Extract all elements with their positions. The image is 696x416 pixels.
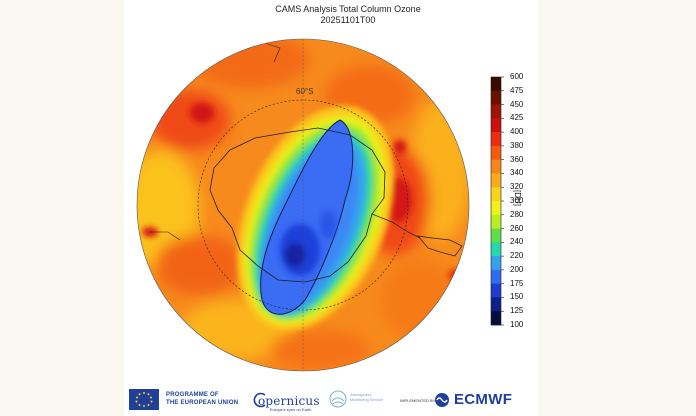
units-label: [DU] (513, 190, 522, 206)
colorbar-segment (491, 145, 501, 160)
colorbar-segment (491, 283, 501, 298)
colorbar-segment (491, 311, 501, 326)
colorbar-tick-label: 240 (510, 237, 524, 247)
colorbar-segment (491, 269, 501, 284)
colorbar-tick-label: 450 (510, 99, 524, 109)
colorbar-segment (491, 104, 501, 119)
colorbar-tick-label: 475 (510, 85, 524, 95)
implemented-by-text: IMPLEMENTED BY (400, 398, 436, 403)
eu-flag-logo (129, 389, 159, 410)
colorbar-tick-label: 260 (510, 223, 524, 233)
colorbar-tick-label: 150 (510, 292, 524, 302)
map-title: CAMS Analysis Total Column Ozone (275, 4, 421, 14)
colorbar-tick-label: 100 (510, 320, 524, 329)
colorbar-segment (491, 118, 501, 133)
ecmwf-logo-text: ECMWF (454, 391, 513, 408)
map-subtitle: 20251101T00 (320, 15, 376, 25)
colorbar-tick-label: 425 (510, 113, 524, 123)
colorbar-tick-label: 360 (510, 154, 524, 164)
colorbar-segment (491, 214, 501, 229)
colorbar-tick-label: 400 (510, 127, 524, 137)
colorbar-segment (491, 201, 501, 216)
atmosphere-service-icon (329, 390, 347, 408)
eu-programme-text: PROGRAMME OF THE EUROPEAN UNION (166, 392, 239, 406)
colorbar-segment (491, 187, 501, 202)
colorbar-segment (491, 77, 501, 92)
colorbar-tick-label: 175 (510, 278, 524, 288)
atmosphere-service-text: Atmosphere Monitoring Service (350, 392, 384, 402)
ozone-field (137, 39, 469, 371)
colorbar-tick-label: 340 (510, 168, 524, 178)
colorbar (490, 76, 504, 326)
colorbar-segment (491, 173, 501, 188)
colorbar-segment (491, 228, 501, 243)
colorbar-tick-label: 380 (510, 140, 524, 150)
colorbar-tick-label: 200 (510, 264, 524, 274)
colorbar-segment (491, 132, 501, 147)
colorbar-segment (491, 242, 501, 257)
copernicus-logo-text: opernicus (258, 394, 320, 408)
colorbar-tick-label: 320 (510, 182, 524, 192)
colorbar-segment (491, 159, 501, 174)
colorbar-tick-label: 220 (510, 251, 524, 261)
latitude-label: 60°S (296, 87, 313, 96)
colorbar-tick-label: 300 (510, 196, 524, 205)
colorbar-tick-label: 125 (510, 306, 524, 316)
colorbar-tick-label: 280 (510, 209, 524, 219)
copernicus-c-icon (253, 392, 266, 408)
colorbar-segment (491, 90, 501, 105)
colorbar-segment (491, 297, 501, 312)
copernicus-subtitle: Europe's eyes on Earth (270, 407, 312, 412)
ecmwf-logo-icon (435, 393, 449, 407)
colorbar-segment (491, 256, 501, 271)
colorbar-tick-label: 600 (510, 72, 524, 81)
